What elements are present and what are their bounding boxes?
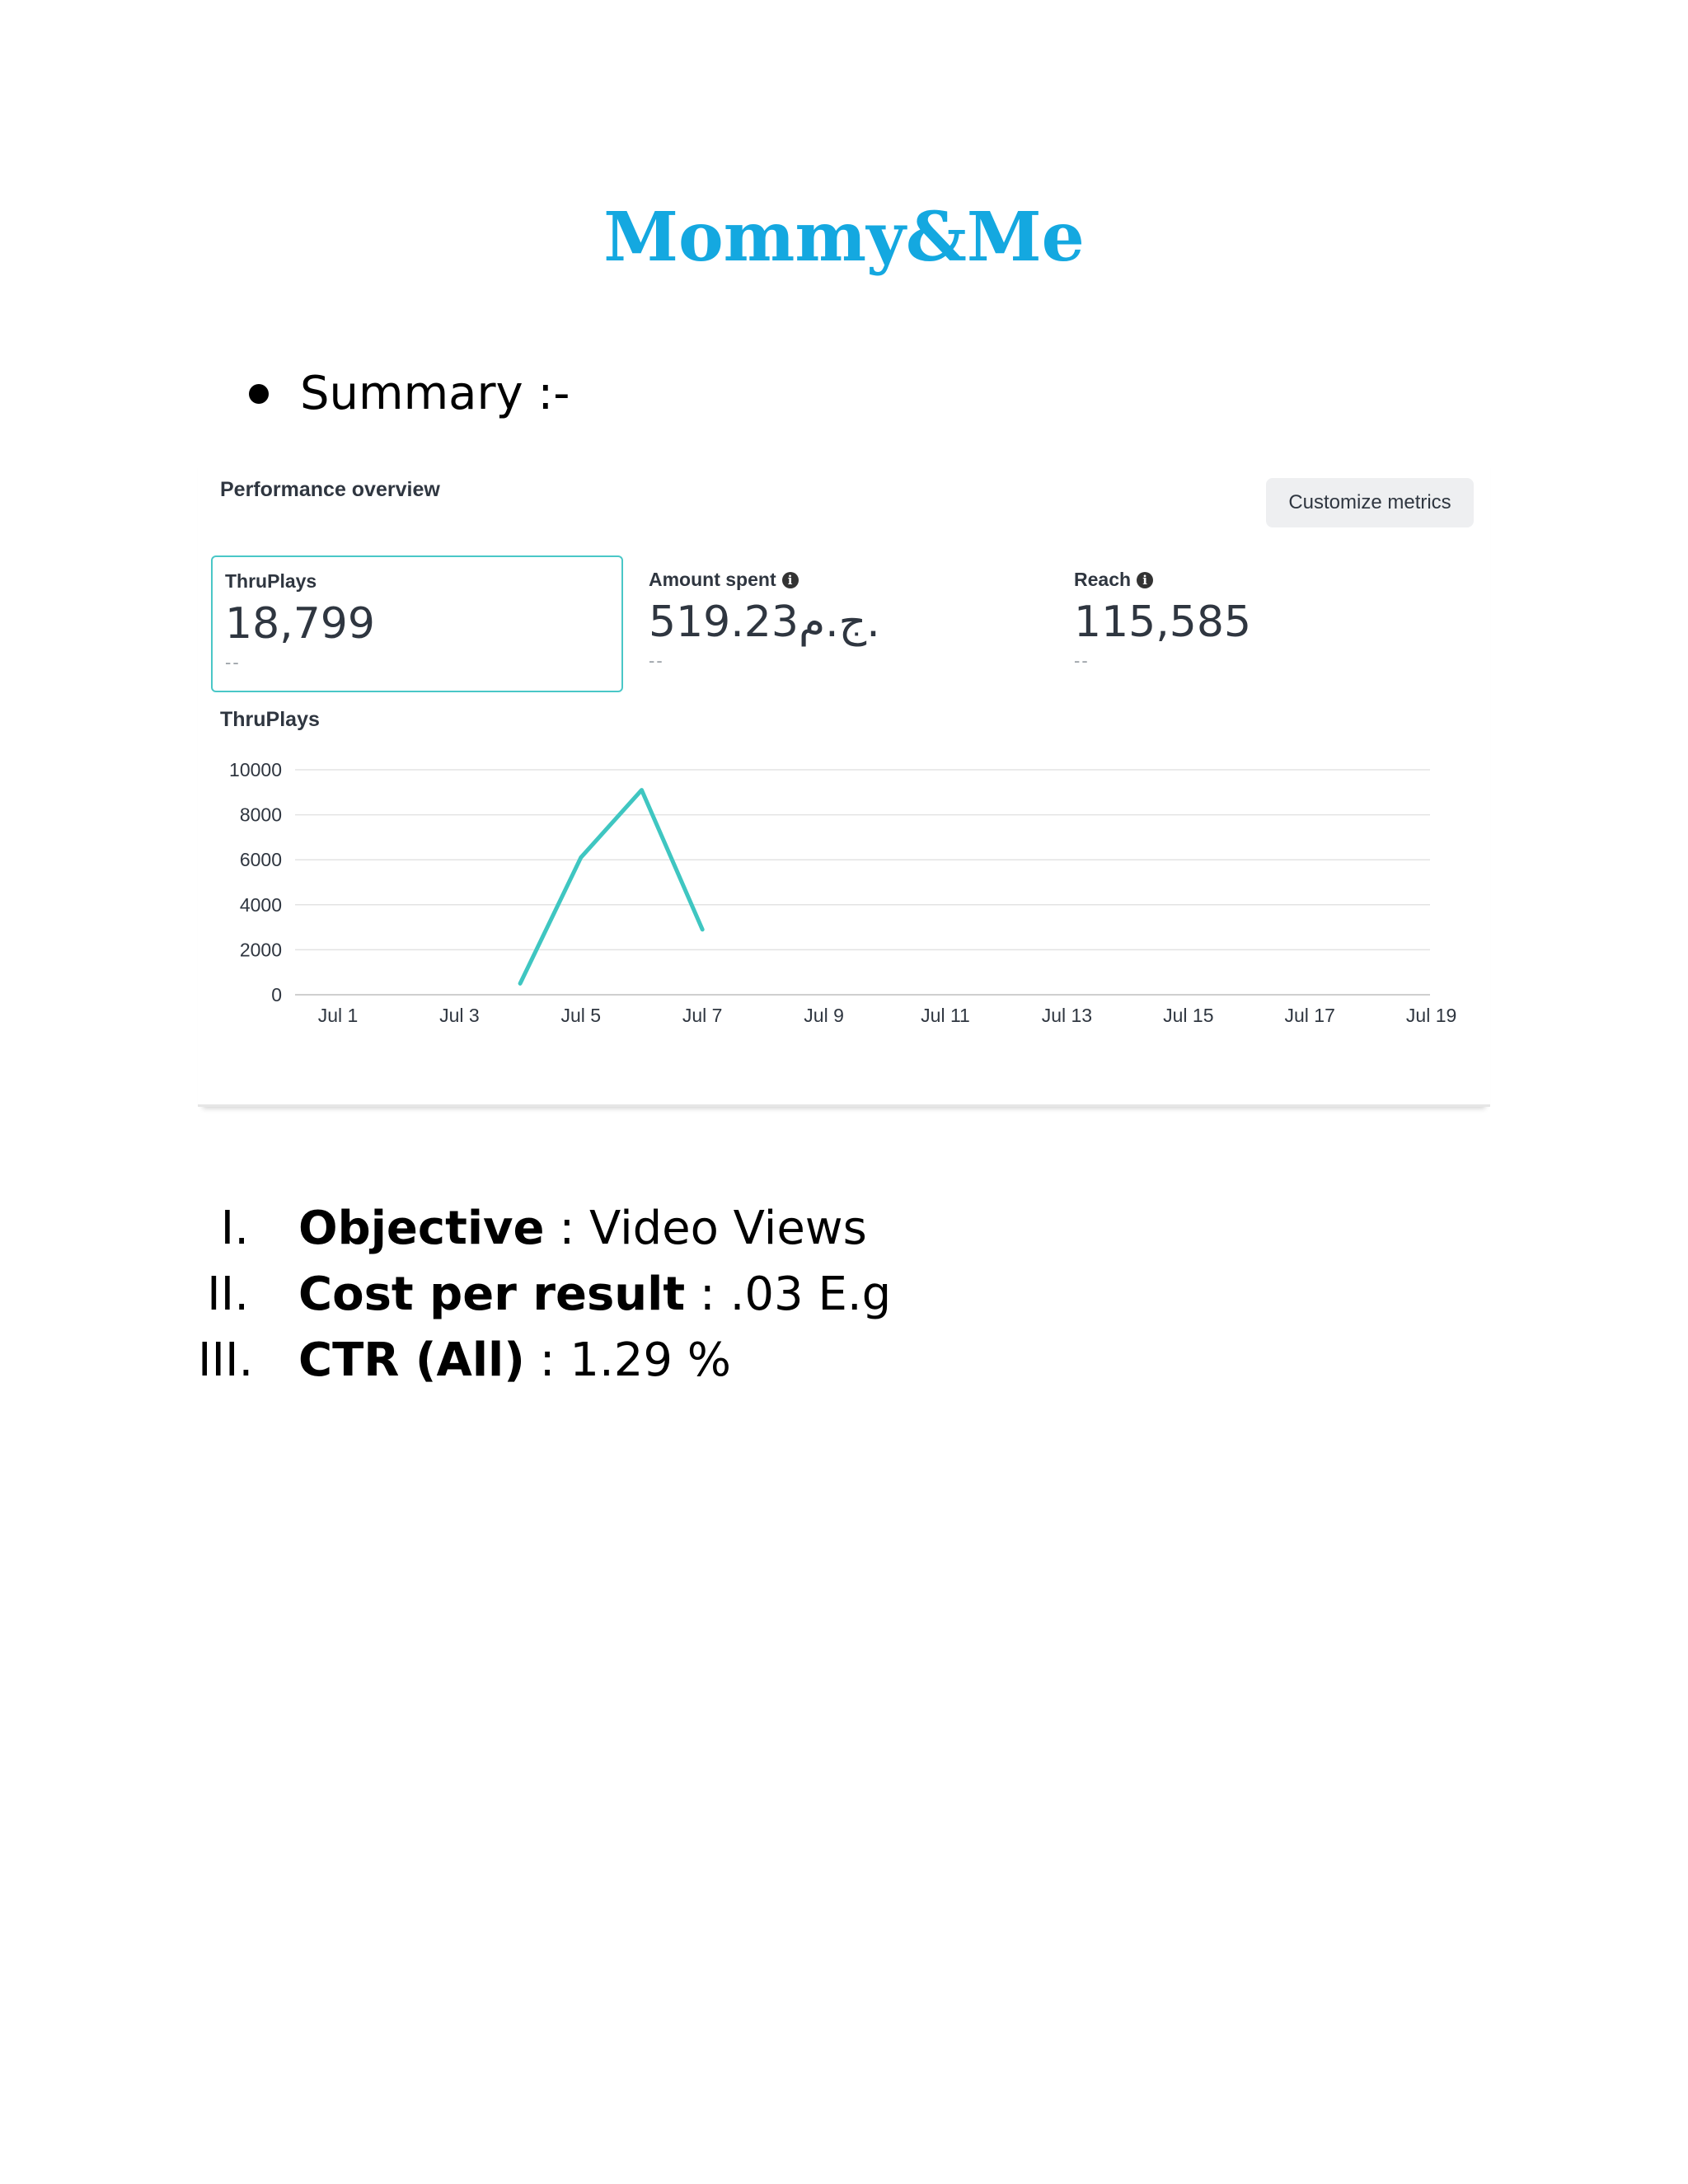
list-text: CTR (All) : 1.29 % (298, 1333, 732, 1387)
y-tick-label: 4000 (240, 894, 282, 916)
series-line (518, 788, 705, 986)
x-tick-label: Jul 7 (682, 1005, 723, 1026)
y-tick-label: 6000 (240, 849, 282, 870)
x-tick-label: Jul 13 (1042, 1005, 1092, 1026)
x-tick-label: Jul 11 (921, 1005, 970, 1026)
list-text: Objective : Video Views (298, 1201, 867, 1255)
x-tick-label: Jul 17 (1285, 1005, 1335, 1026)
list-text: Cost per result : .03 E.g (298, 1267, 892, 1321)
info-icon[interactable]: i (781, 571, 799, 588)
x-tick-label: Jul 9 (804, 1005, 844, 1026)
list-numeral: III. (198, 1333, 254, 1387)
thruplays-line-chart: 0 2000 4000 6000 8000 10000 Jul 1 Jul 3 Jul 5 Jul… (229, 759, 1456, 1026)
metric-compare: -- (225, 652, 241, 673)
metric-reach[interactable]: Reach i 115,585 -- (1062, 555, 1474, 692)
x-tick-label: Jul 15 (1163, 1005, 1213, 1026)
x-tick-label: Jul 19 (1406, 1005, 1456, 1026)
list-numeral: I. (220, 1201, 249, 1255)
y-tick-label: 2000 (240, 939, 282, 960)
metric-compare: -- (1074, 650, 1090, 671)
metric-thruplays[interactable]: ThruPlays 18,799 -- (211, 555, 623, 692)
y-tick-label: 8000 (240, 804, 282, 826)
metric-compare: -- (649, 650, 664, 671)
metric-label: Amount spent i (649, 569, 1036, 591)
chart-label: ThruPlays (220, 708, 320, 731)
metric-value: 18,799 (225, 599, 375, 649)
summary-label: Summary :- (300, 367, 570, 420)
x-tick-label: Jul 3 (439, 1005, 480, 1026)
metric-value: 519.23ج.م. (649, 598, 880, 647)
performance-overview-card: Performance overview Customize metrics T… (198, 453, 1490, 1107)
metric-label: Reach i (1074, 569, 1461, 591)
bullet-dot-icon (249, 383, 269, 404)
x-tick-label: Jul 5 (561, 1005, 602, 1026)
x-tick-label: Jul 1 (318, 1005, 359, 1026)
summary-bullet: Summary :- (247, 367, 570, 420)
list-numeral: II. (207, 1267, 249, 1321)
card-title: Performance overview (220, 478, 440, 501)
y-tick-label: 10000 (229, 759, 282, 780)
document-title: Mommy&Me (603, 198, 1085, 277)
metric-amount-spent[interactable]: Amount spent i 519.23ج.م. -- (636, 555, 1048, 692)
metric-label: ThruPlays (225, 570, 317, 592)
customize-metrics-button[interactable]: Customize metrics (1266, 478, 1474, 527)
info-icon[interactable]: i (1137, 571, 1154, 588)
y-tick-label: 0 (271, 984, 282, 1005)
metric-value: 115,585 (1074, 598, 1252, 647)
